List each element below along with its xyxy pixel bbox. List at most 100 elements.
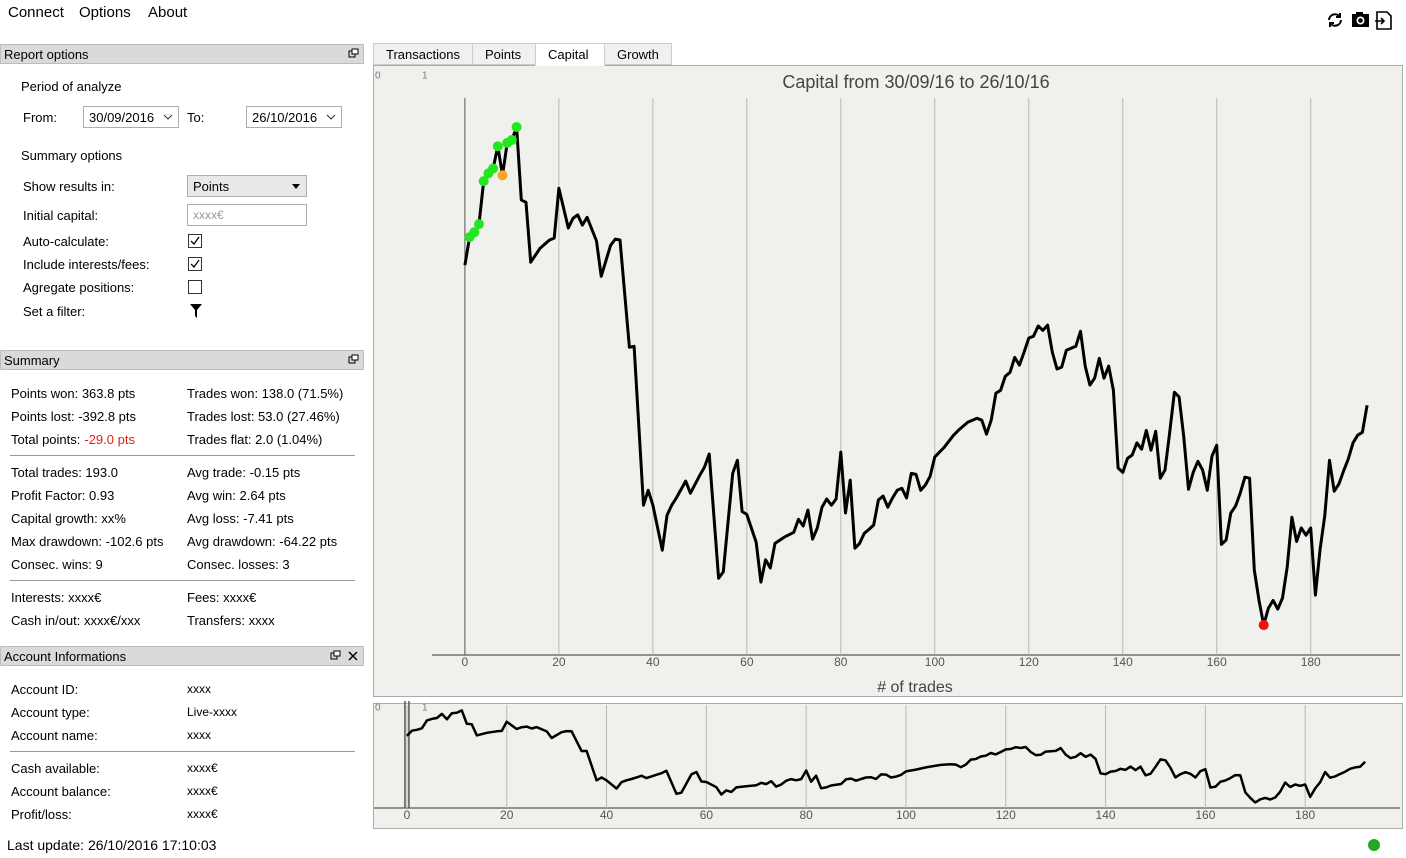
corner-label: 1: [422, 703, 428, 714]
menu-item[interactable]: About: [148, 4, 188, 21]
dropdown-arrow: [163, 114, 173, 120]
panel-buttons[interactable]: [330, 650, 360, 662]
field-label: Auto-calculate:: [23, 234, 109, 249]
tab[interactable]: Growth: [604, 43, 672, 65]
trade-marker: [497, 170, 508, 181]
camera-icon[interactable]: [1352, 12, 1369, 27]
checkbox[interactable]: [188, 234, 202, 248]
item-label: Profit/loss:: [11, 807, 72, 822]
field-label: Set a filter:: [23, 304, 86, 319]
trade-marker: [506, 135, 517, 146]
panel-buttons[interactable]: [348, 354, 360, 366]
date-picker[interactable]: 26/10/2016: [246, 106, 342, 128]
panel-buttons[interactable]: [348, 48, 360, 60]
chart-frame: [373, 65, 1403, 697]
trade-marker: [492, 141, 503, 152]
panel-header: Report options: [0, 44, 364, 64]
chart: Capital from 30/09/16 to 26/10/16 # of tr…: [374, 71, 1400, 822]
separator: [10, 580, 355, 581]
corner-label: 0: [375, 71, 381, 82]
separator: [10, 455, 355, 456]
trade-marker: [478, 176, 489, 187]
x-tick-label: 160: [1207, 655, 1227, 669]
x-tick-label: 80: [834, 655, 848, 669]
checkbox[interactable]: [188, 257, 202, 271]
chart-title: Capital from 30/09/16 to 26/10/16: [782, 72, 1049, 92]
trade-marker: [488, 163, 499, 174]
status-text: Last update: 26/10/2016 17:10:03: [7, 837, 217, 853]
dropdown-arrow: [292, 184, 300, 189]
refresh-icon[interactable]: [1328, 13, 1342, 27]
section-label: Period of analyze: [21, 79, 122, 94]
x-tick-label: 140: [1113, 655, 1133, 669]
item-label: Points won: 363.8 pts: [11, 386, 136, 401]
trade-marker: [511, 121, 522, 132]
capital-line: [463, 125, 1369, 627]
item-label: Capital growth: xx%: [11, 511, 126, 526]
corner-label: 0: [375, 703, 381, 714]
item-label: Profit Factor: 0.93: [11, 488, 115, 503]
trade-marker: [1258, 620, 1269, 631]
separator: [10, 751, 355, 752]
item-label: Max drawdown: -102.6 pts: [11, 534, 164, 549]
item-value: -29.0 pts: [84, 432, 135, 447]
item-value: Avg drawdown: -64.22 pts: [187, 534, 338, 549]
checkbox[interactable]: [188, 280, 202, 294]
status-indicator: [1368, 839, 1380, 851]
x-tick-label: 20: [552, 655, 566, 669]
item-value: xxxx€: [187, 761, 218, 775]
x-tick-label: 40: [600, 808, 614, 822]
item-label: Consec. wins: 9: [11, 557, 103, 572]
panel-header: Summary: [0, 350, 364, 370]
item-label: Cash in/out: xxxx€/xxx: [11, 613, 141, 628]
item-value: Trades won: 138.0 (71.5%): [187, 386, 344, 401]
x-tick-label: 100: [925, 655, 945, 669]
item-value: xxxx: [187, 728, 211, 742]
x-tick-label: 80: [799, 808, 813, 822]
x-tick-label: 120: [996, 808, 1016, 822]
item-value: xxxx€: [187, 807, 218, 821]
field-label: Include interests/fees:: [23, 257, 150, 272]
x-tick-label: 120: [1019, 655, 1039, 669]
x-axis-label: # of trades: [877, 679, 953, 696]
field-label: Initial capital:: [23, 208, 99, 223]
x-tick-label: 60: [700, 808, 714, 822]
item-value: Avg loss: -7.41 pts: [187, 511, 294, 526]
dropdown-arrow: [326, 114, 336, 120]
item-label: Total trades: 193.0: [11, 465, 118, 480]
trade-marker: [469, 227, 480, 238]
item-value: Trades lost: 53.0 (27.46%): [187, 409, 340, 424]
section-label: Summary options: [21, 148, 123, 163]
item-value: Trades flat: 2.0 (1.04%): [187, 432, 323, 447]
item-value: Fees: xxxx€: [187, 590, 257, 605]
menu-item[interactable]: Options: [79, 4, 131, 21]
x-tick-label: 180: [1301, 655, 1321, 669]
field-label: From:: [23, 110, 57, 125]
x-tick-label: 60: [740, 655, 754, 669]
summary-item: Total points: -29.0 pts: [11, 432, 135, 447]
date-picker[interactable]: 30/09/2016: [83, 106, 179, 128]
tab[interactable]: Points: [472, 43, 536, 65]
x-tick-label: 160: [1195, 808, 1215, 822]
item-value: Transfers: xxxx: [187, 613, 275, 628]
item-label: Account balance:: [11, 784, 111, 799]
export-icon[interactable]: [1375, 11, 1392, 30]
check-mark: [190, 236, 200, 246]
text-input[interactable]: xxxx€: [187, 204, 307, 226]
item-value: xxxx€: [187, 784, 218, 798]
x-tick-label: 140: [1096, 808, 1116, 822]
field-label: To:: [187, 110, 205, 125]
item-label: Account name:: [11, 728, 98, 743]
tab[interactable]: Transactions: [373, 43, 473, 65]
check-mark: [190, 259, 200, 269]
tab[interactable]: Capital: [535, 43, 605, 66]
item-value: Live-xxxx: [187, 705, 238, 719]
menu-item[interactable]: Connect: [8, 4, 64, 21]
select[interactable]: Points: [187, 175, 307, 197]
filter-icon[interactable]: [189, 303, 203, 319]
item-label: Points lost: -392.8 pts: [11, 409, 137, 424]
item-value: Avg win: 2.64 pts: [187, 488, 286, 503]
item-label: Account ID:: [11, 682, 79, 697]
field-label: Agregate positions:: [23, 280, 135, 295]
